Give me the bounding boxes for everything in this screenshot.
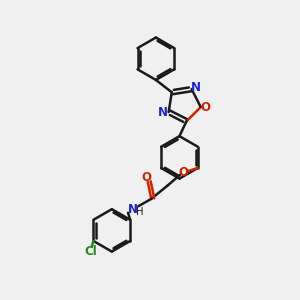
Text: H: H [136,206,143,217]
Text: N: N [158,106,168,118]
Text: N: N [128,203,138,216]
Text: O: O [141,171,151,184]
Text: Cl: Cl [84,245,97,258]
Text: O: O [201,100,211,113]
Text: O: O [179,166,189,179]
Text: N: N [191,81,201,94]
